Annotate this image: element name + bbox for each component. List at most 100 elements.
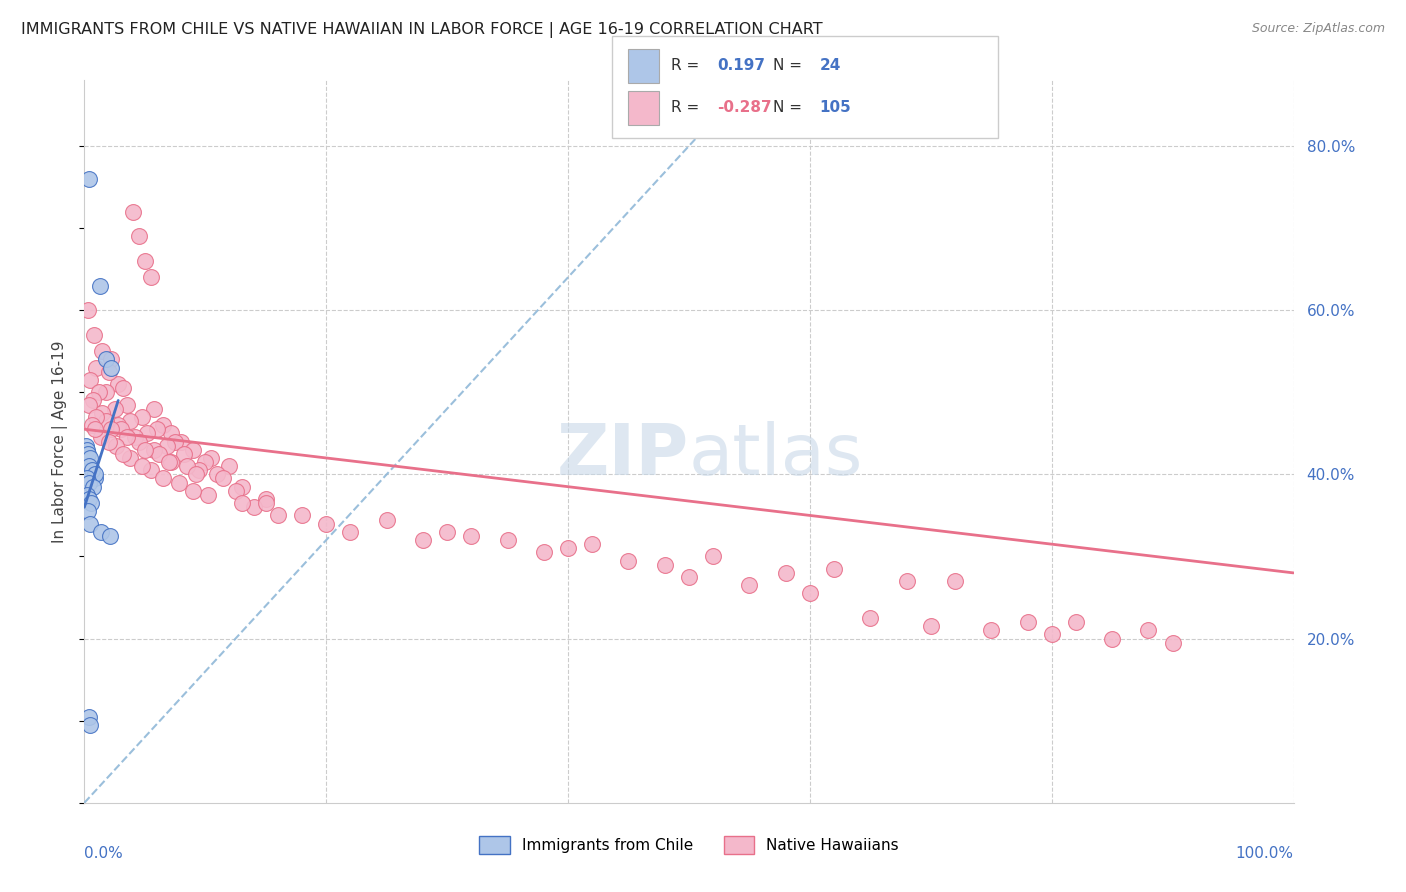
Point (86, 360, 108, 375)
Point (152, 418, 174, 433)
Point (84, 471, 107, 485)
Point (152, 471, 174, 485)
Point (315, 516, 337, 531)
Point (496, 533, 519, 547)
Text: N =: N = (773, 100, 807, 114)
Point (80, 496, 103, 510)
Point (339, 524, 361, 539)
Text: R =: R = (671, 100, 704, 114)
Point (91, 406, 114, 420)
Point (896, 574, 918, 588)
Point (148, 447, 170, 461)
Point (77, 447, 100, 461)
Point (1064, 615, 1087, 630)
Point (104, 439, 127, 453)
Point (738, 578, 761, 592)
Point (128, 434, 150, 449)
Point (176, 459, 198, 474)
Point (533, 545, 555, 559)
Point (97, 365, 120, 379)
Point (160, 426, 183, 441)
Point (412, 533, 434, 547)
Point (76, 442, 98, 457)
Point (94, 385, 117, 400)
Point (181, 442, 204, 457)
Text: N =: N = (773, 58, 807, 72)
Point (80, 463, 103, 477)
Point (1017, 615, 1039, 630)
Point (131, 409, 153, 424)
Point (120, 450, 142, 465)
Point (1040, 627, 1063, 641)
Point (100, 422, 122, 436)
Text: ZIP: ZIP (557, 422, 689, 491)
Point (678, 570, 700, 584)
Point (143, 442, 166, 457)
Point (80, 418, 103, 433)
Point (267, 508, 290, 523)
Point (107, 377, 129, 392)
Point (146, 422, 169, 436)
Point (197, 488, 219, 502)
Point (91, 344, 114, 359)
Text: 0.0%: 0.0% (84, 847, 124, 861)
Point (225, 483, 247, 498)
Text: -0.287: -0.287 (717, 100, 772, 114)
Text: 105: 105 (820, 100, 852, 114)
Text: 0.197: 0.197 (717, 58, 765, 72)
Point (207, 467, 229, 482)
Point (94, 414, 117, 428)
Point (79, 516, 101, 531)
Point (76, 488, 98, 502)
Point (943, 574, 966, 588)
Point (254, 491, 277, 506)
Point (77, 459, 100, 474)
Point (581, 537, 603, 551)
Point (86, 409, 108, 424)
Point (104, 401, 127, 416)
Point (77, 709, 100, 723)
Point (165, 434, 187, 449)
Point (291, 508, 314, 523)
Point (920, 619, 942, 633)
Point (87, 385, 110, 400)
Point (115, 430, 138, 444)
Point (136, 426, 159, 441)
Point (120, 414, 142, 428)
Point (75, 439, 97, 453)
Point (194, 455, 217, 469)
Point (98, 529, 121, 543)
Point (823, 562, 845, 576)
Point (181, 483, 204, 498)
Point (143, 401, 166, 416)
Point (83, 467, 105, 482)
Point (436, 524, 458, 539)
Point (167, 475, 190, 490)
Text: 24: 24 (820, 58, 841, 72)
Point (231, 496, 253, 510)
Point (100, 352, 122, 367)
Point (139, 463, 162, 477)
Point (1137, 624, 1160, 638)
Point (160, 455, 183, 469)
Point (157, 455, 180, 469)
Point (77, 398, 100, 412)
Text: IMMIGRANTS FROM CHILE VS NATIVE HAWAIIAN IN LABOR FORCE | AGE 16-19 CORRELATION : IMMIGRANTS FROM CHILE VS NATIVE HAWAIIAN… (21, 22, 823, 38)
Point (77, 475, 100, 490)
Point (82, 393, 104, 408)
Point (112, 447, 135, 461)
Point (115, 398, 138, 412)
Point (77, 303, 100, 318)
Point (84, 422, 107, 436)
Point (79, 450, 101, 465)
Point (121, 204, 143, 219)
Legend: Immigrants from Chile, Native Hawaiians: Immigrants from Chile, Native Hawaiians (472, 830, 905, 860)
Point (702, 549, 724, 564)
Point (980, 624, 1002, 638)
Point (131, 459, 153, 474)
Point (1101, 632, 1123, 646)
Point (94, 352, 117, 367)
Point (184, 467, 207, 482)
Point (128, 229, 150, 244)
Point (188, 463, 211, 477)
